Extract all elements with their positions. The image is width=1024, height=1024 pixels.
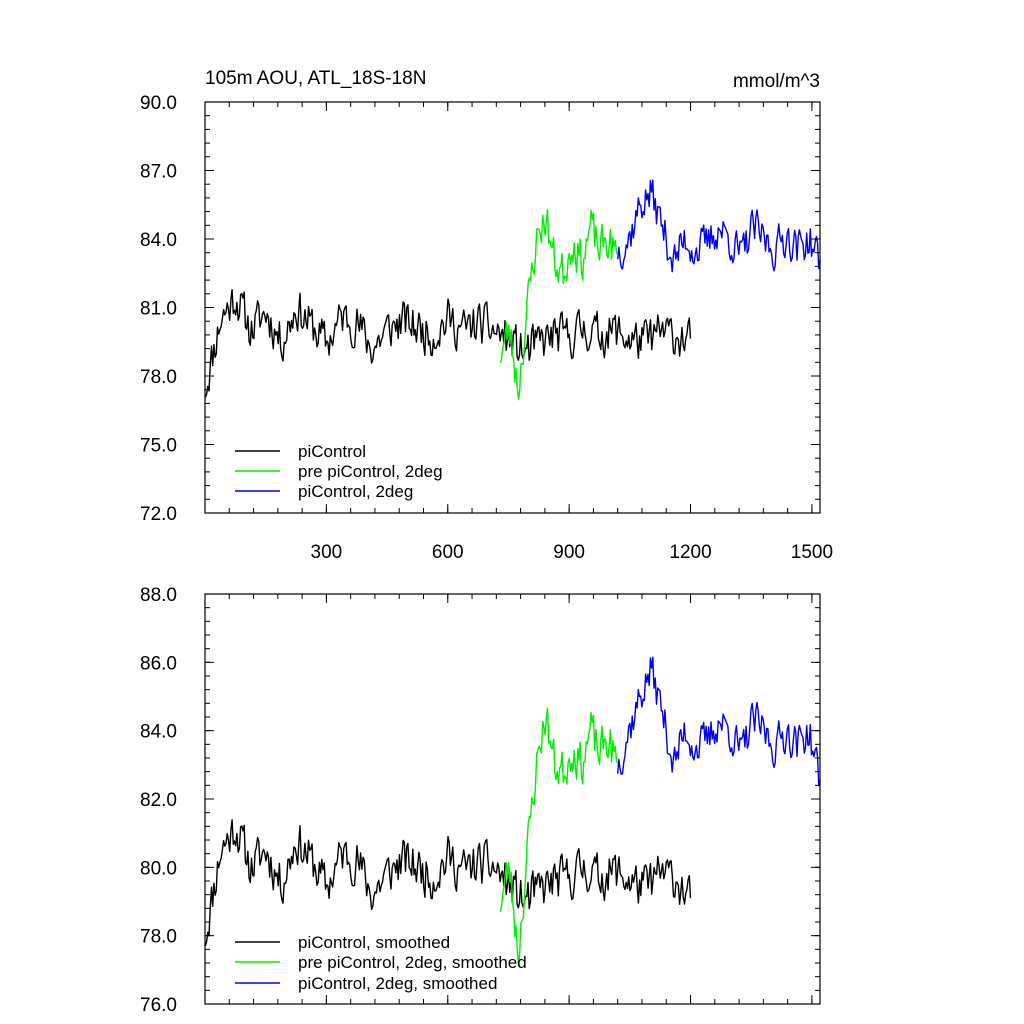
bottom-panel: 88.0 86.0 84.0 82.0 80.0 78.0 76.0 piControl, … xyxy=(140,585,821,1016)
bottom-ytick-label: 78.0 xyxy=(140,927,177,948)
legend-label-picontrol-2deg: piControl, 2deg xyxy=(298,482,413,501)
legend-label-picontrol: piControl xyxy=(298,442,366,461)
top-panel-series xyxy=(204,179,821,401)
top-panel-ticks: 90.0 87.0 84.0 81.0 78.0 75.0 72.0 300 600 900 120… xyxy=(140,93,833,563)
legend-label-picontrol-smoothed: piControl, smoothed xyxy=(298,933,450,952)
bottom-ytick-label: 86.0 xyxy=(140,653,177,674)
legend-label-pre-picontrol-2deg-smoothed: pre piControl, 2deg, smoothed xyxy=(298,953,527,972)
top-xtick-label: 300 xyxy=(311,542,343,563)
bottom-ytick-label: 76.0 xyxy=(140,995,177,1016)
top-panel-units: mmol/m^3 xyxy=(733,71,820,92)
top-xtick-label: 1500 xyxy=(791,542,833,563)
series-line-picontrol-smoothed xyxy=(204,819,692,947)
top-panel: 105m AOU, ATL_18S-18N mmol/m^3 90.0 87.0 8… xyxy=(140,68,833,563)
legend-label-pre-picontrol-2deg: pre piControl, 2deg xyxy=(298,462,443,481)
series-line-picontrol-2deg-smoothed xyxy=(617,656,821,787)
bottom-panel-legend: piControl, smoothed pre piControl, 2deg,… xyxy=(235,933,527,993)
series-line-pre-picontrol-2deg xyxy=(499,209,619,401)
top-ytick-label: 84.0 xyxy=(140,230,177,251)
legend-label-picontrol-2deg-smoothed: piControl, 2deg, smoothed xyxy=(298,974,497,993)
top-ytick-label: 72.0 xyxy=(140,504,177,525)
top-ytick-label: 78.0 xyxy=(140,367,177,388)
top-panel-legend: piControl pre piControl, 2deg piControl,… xyxy=(235,442,443,501)
top-ytick-label: 90.0 xyxy=(140,93,177,114)
top-xtick-label: 1200 xyxy=(669,542,711,563)
bottom-ytick-label: 84.0 xyxy=(140,722,177,743)
top-panel-title: 105m AOU, ATL_18S-18N xyxy=(205,68,426,89)
series-line-picontrol xyxy=(204,289,692,398)
bottom-ytick-label: 88.0 xyxy=(140,585,177,606)
bottom-ytick-label: 82.0 xyxy=(140,790,177,811)
series-line-pre-picontrol-2deg-smoothed xyxy=(499,707,619,966)
series-line-picontrol-2deg xyxy=(617,179,821,273)
top-ytick-label: 81.0 xyxy=(140,299,177,320)
bottom-panel-ticks: 88.0 86.0 84.0 82.0 80.0 78.0 76.0 xyxy=(140,585,820,1016)
bottom-panel-series xyxy=(204,656,821,966)
top-ytick-label: 87.0 xyxy=(140,162,177,183)
top-ytick-label: 75.0 xyxy=(140,436,177,457)
top-xtick-label: 900 xyxy=(553,542,585,563)
bottom-ytick-label: 80.0 xyxy=(140,858,177,879)
top-xtick-label: 600 xyxy=(432,542,464,563)
